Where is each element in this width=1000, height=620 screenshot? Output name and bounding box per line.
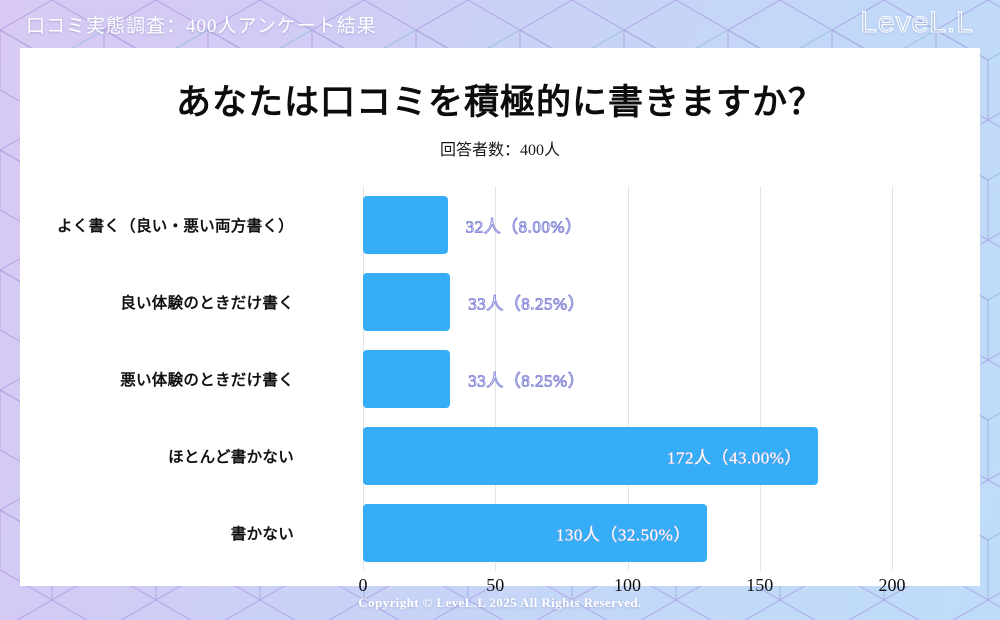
bar-chart-plot: 0 50 100 150 200 よく書く（良い・悪い両方書く） 32人（8.00%） 良い体…	[20, 48, 980, 595]
bar	[363, 272, 451, 331]
bar-data-label: 33人（8.25%）	[468, 371, 586, 391]
gridline	[759, 186, 761, 571]
category-label: ほとんど書かない	[168, 448, 294, 466]
header-title: 口コミ実態調査：400人アンケート結果	[26, 15, 377, 37]
category-label: 書かない	[230, 525, 294, 543]
gridline	[892, 186, 893, 571]
bar-data-label: 130人（32.50%）	[555, 525, 691, 545]
bar-data-label: 172人（43.00%）	[667, 448, 802, 468]
category-label: 良い体験のときだけ書く	[120, 294, 294, 312]
bar-data-label: 32人（8.00%）	[465, 217, 583, 237]
page-header: 口コミ実態調査：400人アンケート結果 LeveL.L	[0, 0, 1000, 48]
page-footer: Copyright © LeveL.L 2025 All Rights Rese…	[0, 586, 1000, 620]
category-label: よく書く（良い・悪い両方書く）	[56, 217, 294, 235]
brand-logo: LeveL.L	[860, 6, 974, 39]
bar-data-label: 33人（8.25%）	[468, 294, 586, 314]
chart-card: あなたは口コミを積極的に書きますか？ 回答者数：400人 0 50 100 150 20…	[20, 48, 980, 595]
category-label: 悪い体験のときだけ書く	[120, 371, 294, 389]
bar	[363, 349, 451, 408]
copyright-text: Copyright © LeveL.L 2025 All Rights Rese…	[358, 595, 642, 610]
bar	[363, 195, 448, 254]
